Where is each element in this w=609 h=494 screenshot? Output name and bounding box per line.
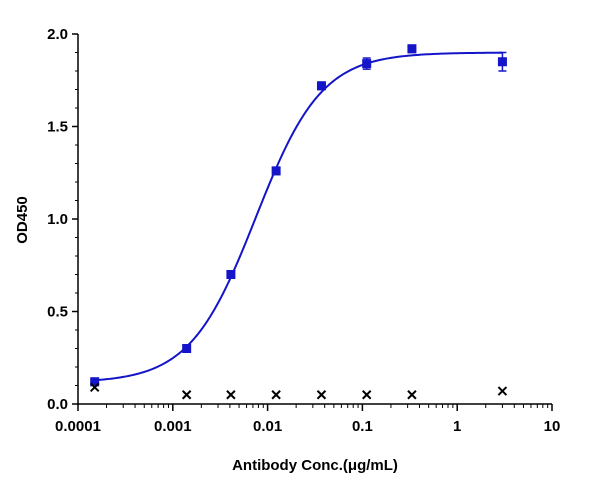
y-tick-label: 0.0 bbox=[47, 396, 68, 413]
x-marker-stroke bbox=[316, 390, 327, 400]
y-tick-label: 1.0 bbox=[47, 211, 68, 228]
data-point-square bbox=[182, 344, 192, 353]
x-tick-label: 0.001 bbox=[154, 418, 192, 435]
data-points bbox=[89, 44, 508, 400]
data-point-square bbox=[271, 166, 281, 176]
x-marker-stroke bbox=[361, 390, 372, 400]
data-point-x bbox=[181, 390, 192, 400]
x-tick-label: 1 bbox=[453, 418, 461, 435]
x-tick-label: 0.1 bbox=[352, 418, 373, 435]
x-marker-stroke bbox=[226, 390, 236, 400]
data-point-square bbox=[497, 57, 507, 67]
data-point-square bbox=[362, 59, 372, 69]
fit-curve bbox=[94, 51, 503, 382]
x-axis-title: Antibody Conc.(μg/mL) bbox=[232, 457, 398, 474]
data-point-square bbox=[407, 44, 417, 54]
x-tick-label: 0.01 bbox=[253, 418, 282, 435]
x-marker-stroke bbox=[89, 382, 100, 393]
data-point-x bbox=[407, 390, 417, 400]
x-tick-label: 0.0001 bbox=[55, 418, 101, 435]
x-marker-stroke bbox=[181, 390, 192, 400]
data-point-square bbox=[90, 377, 100, 387]
y-tick-label: 0.5 bbox=[47, 304, 68, 321]
x-marker-stroke bbox=[407, 390, 417, 400]
y-ticks: 0.0 0.5 1.0 1.5 2.0 bbox=[47, 26, 78, 413]
x-ticks: 0.0001 0.001 0.01 0.1 1 10 bbox=[55, 404, 560, 435]
data-point-x bbox=[361, 390, 372, 400]
data-point-x bbox=[316, 390, 327, 400]
x-tick-label: 10 bbox=[544, 418, 561, 435]
data-point-x bbox=[497, 386, 508, 396]
data-point-x bbox=[271, 390, 281, 400]
x-marker-stroke bbox=[497, 386, 508, 396]
data-point-square bbox=[316, 81, 326, 91]
y-axis-title: OD450 bbox=[14, 196, 31, 244]
data-point-square bbox=[226, 270, 236, 279]
axes bbox=[77, 34, 552, 405]
data-point-x bbox=[226, 390, 236, 400]
x-marker-stroke bbox=[271, 390, 281, 400]
data-point-x bbox=[89, 382, 100, 393]
y-tick-label: 1.5 bbox=[47, 119, 68, 136]
y-tick-label: 2.0 bbox=[47, 26, 68, 43]
